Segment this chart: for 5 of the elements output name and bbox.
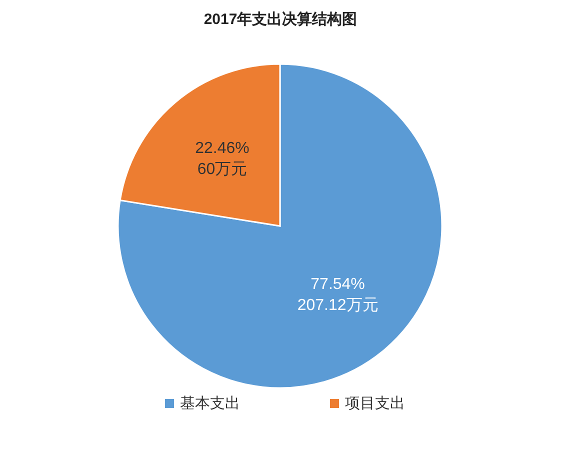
legend-label: 项目支出 [345, 395, 405, 412]
legend-label: 基本支出 [180, 395, 240, 412]
data-label: 22.46% 60万元 [195, 140, 250, 178]
data-label: 77.54% 207.12万元 [297, 276, 378, 314]
chart-title: 2017年支出决算结构图 [204, 11, 358, 28]
